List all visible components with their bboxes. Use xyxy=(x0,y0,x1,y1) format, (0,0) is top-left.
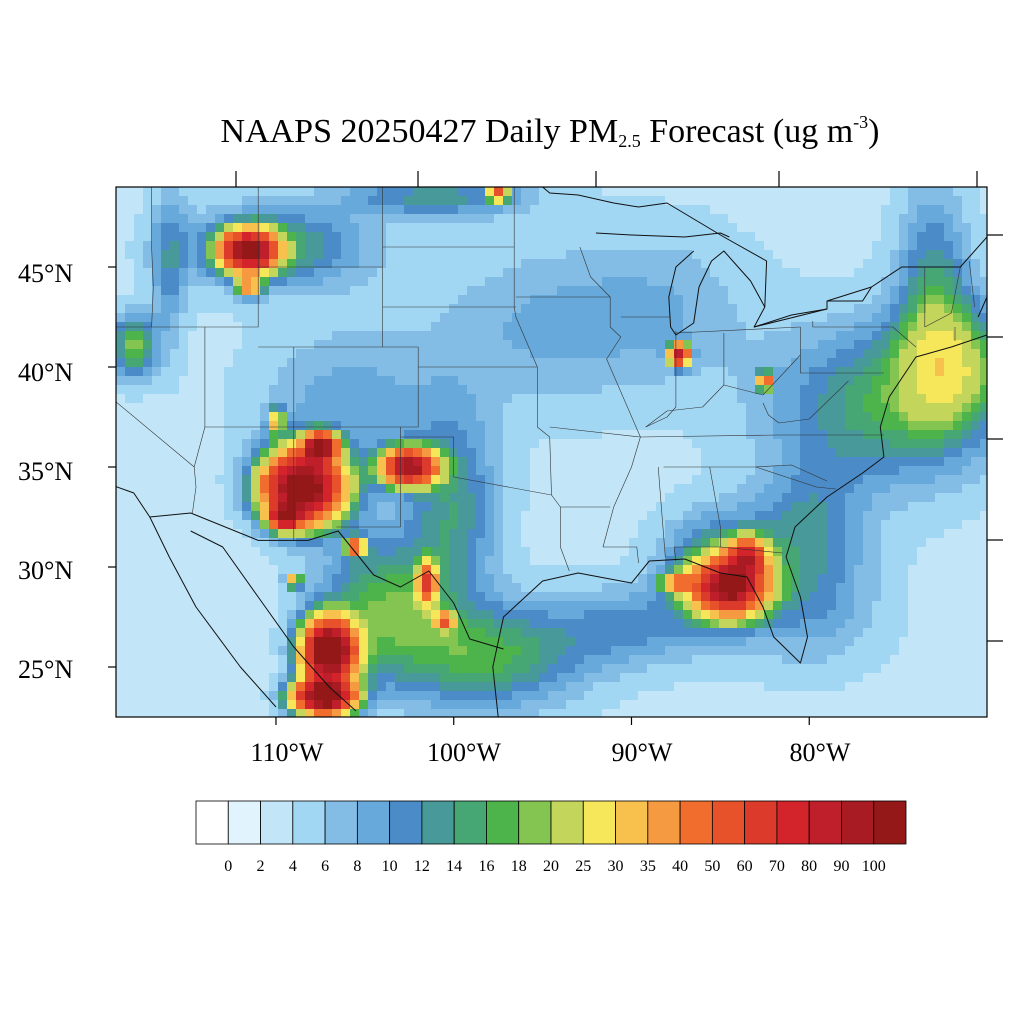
lat-label-30: 30°N xyxy=(18,556,74,585)
lon-label-110w: 110°W xyxy=(250,738,324,767)
colorbar-tick-label: 2 xyxy=(256,858,265,875)
colorbar-tick-label: 0 xyxy=(224,858,233,875)
lon-label-100w: 100°W xyxy=(427,738,501,767)
colorbar-tick-label: 25 xyxy=(575,858,592,875)
lat-label-25: 25°N xyxy=(18,655,74,684)
lon-label-80w: 80°W xyxy=(789,738,851,767)
colorbar-tick-label: 12 xyxy=(413,858,430,875)
lon-label-90w: 90°W xyxy=(611,738,673,767)
map-title: NAAPS 20250427 Daily PM2.5 Forecast (ug … xyxy=(220,112,880,151)
lat-label-40: 40°N xyxy=(18,358,74,387)
map-frame xyxy=(115,186,988,718)
colorbar-tick-label: 4 xyxy=(288,858,297,875)
colorbar-tick-label: 80 xyxy=(801,858,818,875)
lat-label-45: 45°N xyxy=(18,259,74,288)
colorbar-tick-label: 35 xyxy=(639,858,656,875)
colorbar-tick-label: 18 xyxy=(510,858,527,875)
colorbar-tick-label: 50 xyxy=(704,858,721,875)
colorbar-tick-label: 8 xyxy=(353,858,362,875)
axis-ticks xyxy=(108,171,1003,725)
colorbar-tick-label: 20 xyxy=(543,858,559,875)
colorbar-tick-label: 16 xyxy=(478,858,495,875)
colorbar-tick-label: 30 xyxy=(607,858,624,875)
lat-label-35: 35°N xyxy=(18,457,74,486)
colorbar-tick-label: 6 xyxy=(321,858,330,875)
colorbar-tick-label: 60 xyxy=(736,858,753,875)
colorbar-tick-label: 14 xyxy=(446,858,463,875)
colorbar-tick-label: 70 xyxy=(768,858,785,875)
colorbar-tick-label: 10 xyxy=(381,858,398,875)
colorbar-tick-label: 90 xyxy=(833,858,850,875)
colorbar-tick-label: 100 xyxy=(861,858,886,875)
colorbar-tick-label: 40 xyxy=(672,858,689,875)
concentration-field xyxy=(116,187,987,717)
political-boundaries xyxy=(116,187,987,717)
